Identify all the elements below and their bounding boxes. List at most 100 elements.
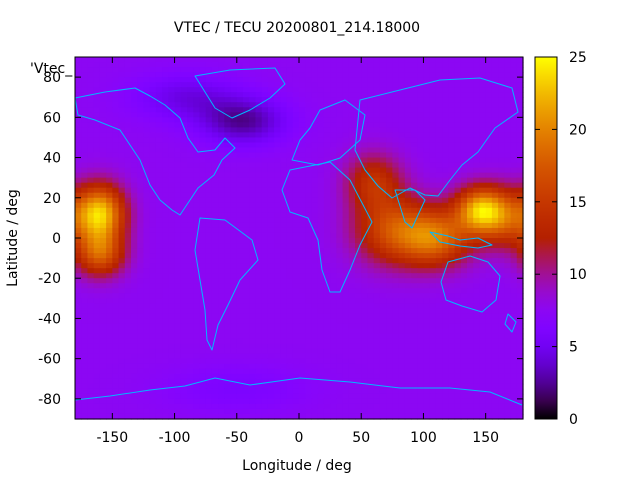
heatmap-cell (280, 383, 288, 390)
heatmap-cell (317, 97, 325, 103)
heatmap-cell (230, 97, 238, 103)
heatmap-cell (348, 77, 356, 83)
heatmap-cell (168, 258, 176, 264)
heatmap-cell (174, 373, 182, 380)
heatmap-cell (155, 202, 163, 209)
heatmap-cell (286, 117, 294, 123)
heatmap-cell (131, 157, 138, 164)
heatmap-cell (373, 328, 381, 335)
heatmap-cell (155, 207, 163, 214)
heatmap-cell (311, 217, 319, 224)
heatmap-cell (137, 253, 145, 259)
heatmap-cell (236, 107, 244, 113)
heatmap-cell (367, 283, 375, 289)
heatmap-cell (236, 368, 244, 375)
heatmap-cell (323, 393, 331, 400)
heatmap-cell (292, 82, 300, 88)
heatmap-cell (485, 333, 493, 340)
heatmap-cell (367, 268, 375, 274)
heatmap-cell (131, 72, 138, 78)
heatmap-cell (137, 122, 145, 128)
heatmap-cell (199, 388, 207, 395)
heatmap-cell (124, 157, 132, 164)
heatmap-cell (205, 263, 213, 269)
heatmap-cell (131, 348, 138, 355)
heatmap-cell (292, 67, 300, 73)
heatmap-cell (491, 137, 499, 144)
heatmap-cell (361, 212, 369, 219)
heatmap-cell (330, 232, 337, 239)
heatmap-cell (162, 142, 169, 149)
heatmap-cell (299, 368, 306, 375)
heatmap-cell (218, 222, 225, 229)
heatmap-cell (448, 353, 456, 360)
heatmap-cell (323, 348, 331, 355)
heatmap-cell (361, 258, 369, 264)
heatmap-cell (149, 147, 157, 154)
heatmap-cell (448, 308, 456, 315)
heatmap-cell (460, 152, 468, 159)
heatmap-cell (361, 248, 369, 254)
heatmap-cell (274, 122, 281, 128)
heatmap-cell (379, 222, 387, 229)
heatmap-cell (404, 182, 412, 189)
heatmap-cell (187, 373, 194, 380)
heatmap-cell (286, 92, 294, 98)
heatmap-cell (199, 192, 207, 199)
heatmap-cell (429, 157, 437, 164)
heatmap-cell (267, 107, 275, 113)
heatmap-cell (299, 72, 306, 78)
heatmap-cell (454, 232, 462, 239)
heatmap-cell (404, 162, 412, 169)
heatmap-cell (361, 368, 369, 375)
heatmap-cell (336, 72, 344, 78)
heatmap-cell (299, 117, 306, 123)
heatmap-cell (118, 388, 126, 395)
heatmap-cell (211, 117, 219, 123)
heatmap-cell (305, 62, 313, 68)
heatmap-cell (317, 222, 325, 229)
heatmap-cell (479, 328, 487, 335)
heatmap-cell (448, 142, 456, 149)
heatmap-cell (429, 212, 437, 219)
heatmap-cell (311, 202, 319, 209)
heatmap-cell (106, 202, 113, 209)
heatmap-cell (404, 358, 412, 365)
heatmap-cell (211, 253, 219, 259)
heatmap-cell (498, 273, 505, 279)
heatmap-cell (187, 87, 194, 93)
heatmap-cell (187, 363, 194, 370)
heatmap-cell (162, 393, 169, 400)
heatmap-cell (323, 97, 331, 103)
heatmap-cell (243, 172, 250, 179)
heatmap-cell (75, 383, 82, 390)
heatmap-cell (373, 117, 381, 123)
heatmap-cell (311, 393, 319, 400)
heatmap-cell (504, 348, 512, 355)
heatmap-cell (392, 268, 400, 274)
heatmap-cell (504, 147, 512, 154)
heatmap-cell (87, 383, 95, 390)
heatmap-cell (205, 348, 213, 355)
heatmap-cell (392, 197, 400, 204)
heatmap-cell (137, 348, 145, 355)
heatmap-cell (174, 343, 182, 350)
heatmap-cell (491, 162, 499, 169)
heatmap-cell (168, 192, 176, 199)
heatmap-cell (485, 187, 493, 194)
heatmap-cell (504, 192, 512, 199)
heatmap-cell (93, 232, 101, 239)
heatmap-cell (342, 177, 350, 184)
heatmap-cell (124, 227, 132, 234)
heatmap-cell (491, 77, 499, 83)
heatmap-cell (249, 102, 257, 108)
heatmap-cell (411, 348, 418, 355)
heatmap-cell (199, 318, 207, 325)
heatmap-cell (274, 62, 281, 68)
heatmap-cell (131, 232, 138, 239)
heatmap-cell (143, 393, 151, 400)
heatmap-cell (255, 77, 263, 83)
heatmap-cell (423, 323, 431, 330)
heatmap-cell (342, 82, 350, 88)
heatmap-cell (143, 227, 151, 234)
